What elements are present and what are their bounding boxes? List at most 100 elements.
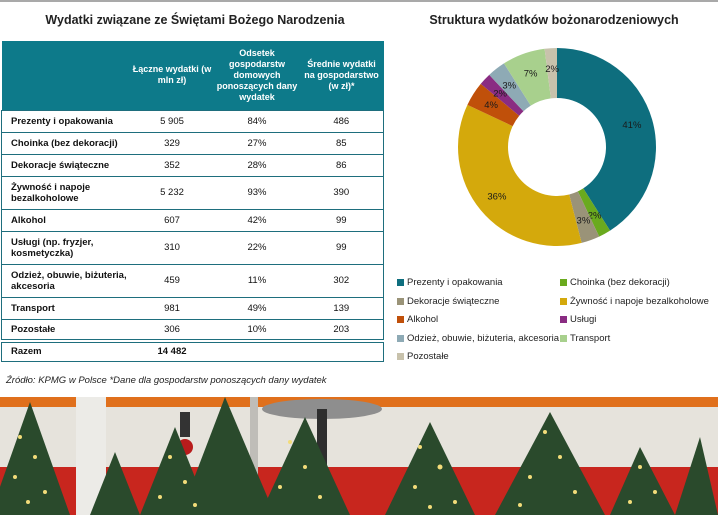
row-total: 352 <box>129 153 215 176</box>
legend-label: Pozostałe <box>407 351 449 362</box>
row-share: 10% <box>214 318 300 341</box>
total-label: Razem <box>1 339 130 362</box>
donut-slice <box>503 48 551 106</box>
row-avg: 486 <box>299 109 384 132</box>
row-avg: 99 <box>299 230 384 264</box>
row-avg: 99 <box>299 208 384 231</box>
table-row: Żywność i napoje bezalkoholowe 5 232 93% 39… <box>1 175 384 209</box>
slice-label: 3% <box>577 215 591 226</box>
header-share: Odsetek gospodarstw domowych ponoszących… <box>214 41 300 110</box>
donut-slice <box>577 188 611 237</box>
row-avg: 139 <box>299 296 384 319</box>
table-row: Choinka (bez dekoracji) 329 27% 85 <box>1 131 384 154</box>
row-total: 5 905 <box>129 109 215 132</box>
legend-swatch-icon <box>560 297 567 305</box>
table-row: Alkohol 607 42% 99 <box>1 208 384 231</box>
row-total: 306 <box>129 318 215 341</box>
row-label: Żywność i napoje bezalkoholowe <box>1 175 130 209</box>
legend-label: Transport <box>570 332 611 344</box>
legend-swatch-icon <box>397 279 404 286</box>
table-row: Odzież, obuwie, biżuteria, akcesoria 459 1… <box>1 263 384 297</box>
row-total: 607 <box>129 208 215 231</box>
expenses-table: Łączne wydatki (w mln zł) Odsetek gospod… <box>1 41 384 362</box>
row-total: 5 232 <box>129 175 215 209</box>
legend-label: Żywność i napoje bezalkoholowe <box>570 295 709 307</box>
donut-slice <box>467 83 520 127</box>
legend-item: Pozostałe <box>397 351 449 362</box>
row-label: Transport <box>1 296 130 319</box>
donut-slice <box>557 48 656 231</box>
table-row: Dekoracje świąteczne 352 28% 86 <box>1 153 384 176</box>
row-label: Dekoracje świąteczne <box>1 153 130 176</box>
chart-title: Struktura wydatków bożonarodzeniowych <box>429 13 679 27</box>
legend-label: Usługi <box>570 314 597 325</box>
table-title: Wydatki związane ze Świętami Bożego Naro… <box>45 13 345 27</box>
donut-chart: 41%2%3%36%4%2%3%7% 2% <box>458 48 656 246</box>
legend-label: Odzież, obuwie, biżuteria, akcesoria <box>407 332 560 344</box>
slice-label: 2% <box>545 64 559 75</box>
slice-label: 2% <box>588 210 602 221</box>
slice-label: 36% <box>487 192 507 203</box>
table-header-row: Łączne wydatki (w mln zł) Odsetek gospod… <box>1 41 384 110</box>
top-rule <box>0 0 718 2</box>
legend-item: Dekoracje świąteczne <box>397 296 499 307</box>
row-label: Odzież, obuwie, biżuteria, akcesoria <box>1 263 130 297</box>
legend-label: Prezenty i opakowania <box>407 277 503 288</box>
row-share: 84% <box>214 109 300 132</box>
legend-swatch-icon <box>560 334 567 342</box>
christmas-trees-photo <box>0 397 718 515</box>
source-note: Źródło: KPMG w Polsce *Dane dla gospodar… <box>6 375 327 386</box>
donut-slice <box>569 191 600 243</box>
slice-label: 41% <box>622 120 642 131</box>
table-row: Prezenty i opakowania 5 905 84% 486 <box>1 109 384 132</box>
total-empty <box>299 339 384 362</box>
header-total: Łączne wydatki (w mln zł) <box>129 41 215 110</box>
table-total-row: Razem 14 482 <box>1 339 384 362</box>
header-category <box>1 41 130 110</box>
row-total: 329 <box>129 131 215 154</box>
table-row: Pozostałe 306 10% 203 <box>1 318 384 341</box>
total-empty <box>214 339 300 362</box>
header-avg: Średnie wydatki na gospodarstwo (w zł)* <box>299 41 384 110</box>
slice-label: 4% <box>484 100 498 111</box>
row-share: 42% <box>214 208 300 231</box>
donut-slice <box>489 63 531 112</box>
row-share: 11% <box>214 263 300 297</box>
legend-label: Choinka (bez dekoracji) <box>570 277 670 288</box>
row-share: 93% <box>214 175 300 209</box>
row-label: Choinka (bez dekoracji) <box>1 131 130 154</box>
row-total: 310 <box>129 230 215 264</box>
row-avg: 302 <box>299 263 384 297</box>
legend-swatch-icon <box>560 316 567 323</box>
slice-label: 2% <box>493 89 507 100</box>
row-label: Usługi (np. fryzjer, kosmetyczka) <box>1 230 130 264</box>
row-label: Prezenty i opakowania <box>1 109 130 132</box>
row-avg: 390 <box>299 175 384 209</box>
row-share: 28% <box>214 153 300 176</box>
legend-label: Dekoracje świąteczne <box>407 295 500 307</box>
slice-label: 3% <box>502 80 516 91</box>
row-total: 459 <box>129 263 215 297</box>
slice-label: 7% <box>524 69 538 80</box>
donut-slice <box>544 48 557 99</box>
row-avg: 86 <box>299 153 384 176</box>
legend-swatch-icon <box>397 334 404 342</box>
donut-slice <box>458 104 582 246</box>
row-share: 49% <box>214 296 300 319</box>
row-avg: 85 <box>299 131 384 154</box>
legend-item: Choinka (bez dekoracji) <box>560 277 670 288</box>
photo-illustration <box>0 397 718 515</box>
legend-swatch-icon <box>560 279 567 286</box>
legend-item: Żywność i napoje bezalkoholowe <box>560 296 709 307</box>
legend-swatch-icon <box>397 297 404 305</box>
legend-item: Odzież, obuwie, biżuteria, akcesoria <box>397 333 559 344</box>
legend-item: Transport <box>560 333 610 344</box>
table-row: Transport 981 49% 139 <box>1 296 384 319</box>
legend-item: Prezenty i opakowania <box>397 277 503 288</box>
row-share: 22% <box>214 230 300 264</box>
total-value: 14 482 <box>129 339 215 362</box>
legend-swatch-icon <box>397 316 404 323</box>
row-avg: 203 <box>299 318 384 341</box>
legend-swatch-icon <box>397 353 404 360</box>
legend-item: Usługi <box>560 314 596 325</box>
